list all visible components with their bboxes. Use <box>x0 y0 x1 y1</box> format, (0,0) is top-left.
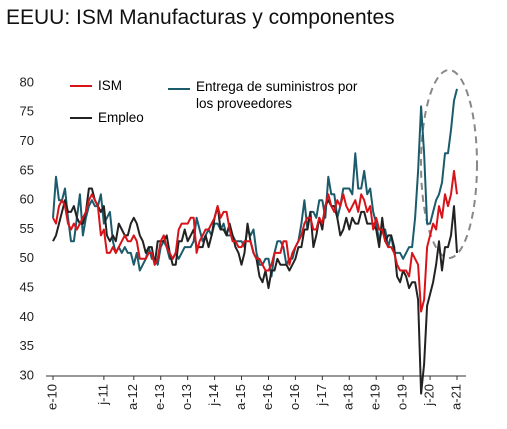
y-tick-label: 50 <box>20 250 34 265</box>
legend-swatch <box>70 85 92 87</box>
x-tick-label: a-15 <box>233 384 248 410</box>
y-tick-label: 60 <box>20 192 34 207</box>
y-tick-label: 30 <box>20 367 34 382</box>
legend-label: Entrega de suministros por los proveedor… <box>196 79 358 111</box>
x-tick-label: o-13 <box>179 384 194 410</box>
legend-swatch <box>70 117 92 119</box>
x-tick-label: e-13 <box>152 384 167 410</box>
series-line <box>52 88 458 278</box>
y-tick-label: 70 <box>20 133 34 148</box>
x-tick-label: e-10 <box>44 384 59 410</box>
y-tick-label: 45 <box>20 280 34 295</box>
y-tick-label: 55 <box>20 221 34 236</box>
legend-swatch <box>168 88 190 90</box>
y-tick-label: 65 <box>20 162 34 177</box>
x-tick-label: o-19 <box>395 384 410 410</box>
x-tick-label: j-17 <box>314 384 329 407</box>
chart-title: EEUU: ISM Manufacturas y componentes <box>6 6 395 29</box>
y-tick-label: 35 <box>20 338 34 353</box>
x-tick-label: a-18 <box>341 384 356 410</box>
x-tick-label: o-16 <box>287 384 302 410</box>
series-line <box>52 187 458 395</box>
x-tick-label: e-19 <box>368 384 383 410</box>
x-tick-label: e-16 <box>260 384 275 410</box>
y-tick-label: 80 <box>20 74 34 89</box>
legend-label: Empleo <box>98 110 144 125</box>
series-line <box>52 169 458 313</box>
x-tick-label: a-21 <box>448 384 463 410</box>
x-tick-label: j-20 <box>422 384 437 407</box>
highlight-ellipse <box>420 69 478 259</box>
y-tick-label: 75 <box>20 104 34 119</box>
x-tick-label: j-14 <box>206 384 221 407</box>
x-tick-label: a-12 <box>125 384 140 410</box>
y-tick-label: 40 <box>20 309 34 324</box>
legend-label: ISM <box>98 78 123 93</box>
x-tick-label: j-11 <box>95 384 110 406</box>
